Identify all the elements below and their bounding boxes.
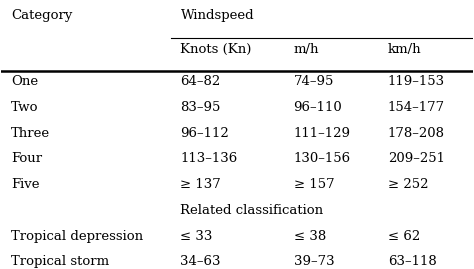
Text: Four: Four [11,152,42,165]
Text: Five: Five [11,178,39,191]
Text: Two: Two [11,101,38,114]
Text: Related classification: Related classification [181,204,324,217]
Text: km/h: km/h [388,43,421,56]
Text: 111–129: 111–129 [293,127,351,140]
Text: 74–95: 74–95 [293,75,334,88]
Text: Windspeed: Windspeed [181,9,254,22]
Text: 64–82: 64–82 [181,75,221,88]
Text: ≥ 252: ≥ 252 [388,178,428,191]
Text: m/h: m/h [293,43,319,56]
Text: Category: Category [11,9,72,22]
Text: 119–153: 119–153 [388,75,445,88]
Text: 96–112: 96–112 [181,127,229,140]
Text: 209–251: 209–251 [388,152,445,165]
Text: ≤ 62: ≤ 62 [388,229,420,243]
Text: Tropical depression: Tropical depression [11,229,143,243]
Text: ≥ 157: ≥ 157 [293,178,334,191]
Text: 63–118: 63–118 [388,255,437,268]
Text: 154–177: 154–177 [388,101,445,114]
Text: ≥ 137: ≥ 137 [181,178,221,191]
Text: 130–156: 130–156 [293,152,351,165]
Text: 113–136: 113–136 [181,152,237,165]
Text: Knots (Kn): Knots (Kn) [181,43,252,56]
Text: 83–95: 83–95 [181,101,221,114]
Text: One: One [11,75,38,88]
Text: Tropical storm: Tropical storm [11,255,109,268]
Text: 96–110: 96–110 [293,101,342,114]
Text: 178–208: 178–208 [388,127,445,140]
Text: 39–73: 39–73 [293,255,334,268]
Text: ≤ 38: ≤ 38 [293,229,326,243]
Text: ≤ 33: ≤ 33 [181,229,213,243]
Text: Three: Three [11,127,50,140]
Text: 34–63: 34–63 [181,255,221,268]
